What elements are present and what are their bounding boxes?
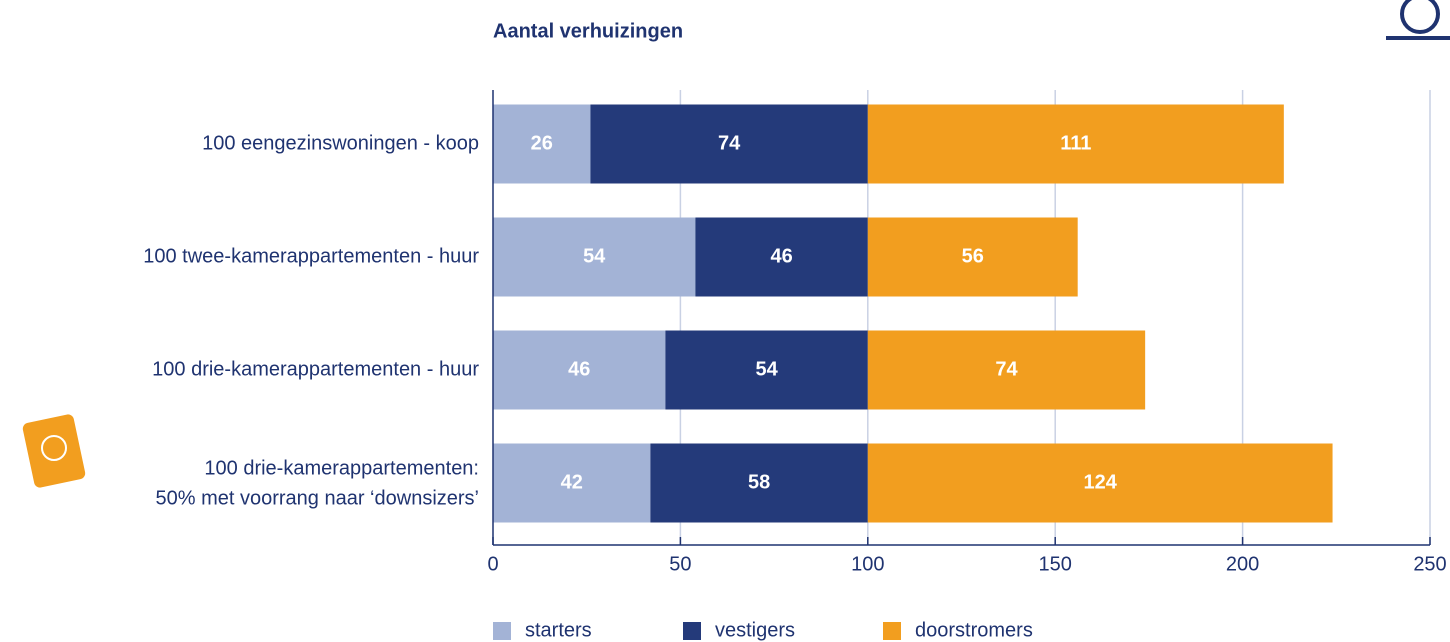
legend-swatch bbox=[883, 622, 901, 640]
card-icon bbox=[22, 414, 86, 488]
y-tick-label: 100 eengezinswoningen - koop bbox=[202, 132, 479, 154]
value-label: 56 bbox=[962, 245, 984, 267]
bar-segment bbox=[695, 217, 868, 297]
y-tick-label: 100 twee-kamerappartementen - huur bbox=[143, 245, 479, 267]
legend-swatch bbox=[493, 622, 511, 640]
bar-segment bbox=[867, 104, 1284, 184]
x-tick-label: 250 bbox=[1413, 553, 1446, 575]
bar-segment bbox=[493, 443, 651, 523]
bar-segment bbox=[493, 104, 591, 184]
value-label: 46 bbox=[568, 358, 590, 380]
y-tick-label: 100 drie-kamerappartementen: bbox=[204, 457, 479, 479]
x-tick-label: 150 bbox=[1039, 553, 1072, 575]
bar-segment bbox=[590, 104, 868, 184]
bar-segment bbox=[493, 330, 666, 410]
value-label: 124 bbox=[1083, 471, 1117, 493]
value-label: 74 bbox=[995, 358, 1018, 380]
value-label: 54 bbox=[755, 358, 778, 380]
bar-segment bbox=[867, 217, 1078, 297]
bar-segment bbox=[665, 330, 868, 410]
value-label: 54 bbox=[583, 245, 606, 267]
legend-label: starters bbox=[525, 619, 592, 641]
chart-title: Aantal verhuizingen bbox=[493, 20, 683, 42]
y-tick-label: 50% met voorrang naar ‘downsizers’ bbox=[156, 487, 480, 509]
value-label: 111 bbox=[1060, 132, 1091, 154]
x-tick-label: 50 bbox=[669, 553, 691, 575]
value-label: 46 bbox=[770, 245, 792, 267]
x-tick-label: 200 bbox=[1226, 553, 1259, 575]
bar-segment bbox=[650, 443, 868, 523]
bar-segment bbox=[867, 443, 1333, 523]
value-label: 74 bbox=[718, 132, 741, 154]
value-label: 42 bbox=[561, 471, 583, 493]
value-label: 58 bbox=[748, 471, 770, 493]
x-tick-label: 100 bbox=[851, 553, 884, 575]
bar-segment bbox=[493, 217, 696, 297]
bar-segment bbox=[867, 330, 1146, 410]
y-tick-label: 100 drie-kamerappartementen - huur bbox=[152, 358, 479, 380]
x-tick-label: 0 bbox=[487, 553, 498, 575]
legend-label: vestigers bbox=[715, 619, 795, 641]
legend-label: doorstromers bbox=[915, 619, 1033, 641]
value-label: 26 bbox=[531, 132, 553, 154]
logo bbox=[1386, 0, 1450, 40]
legend-swatch bbox=[683, 622, 701, 640]
